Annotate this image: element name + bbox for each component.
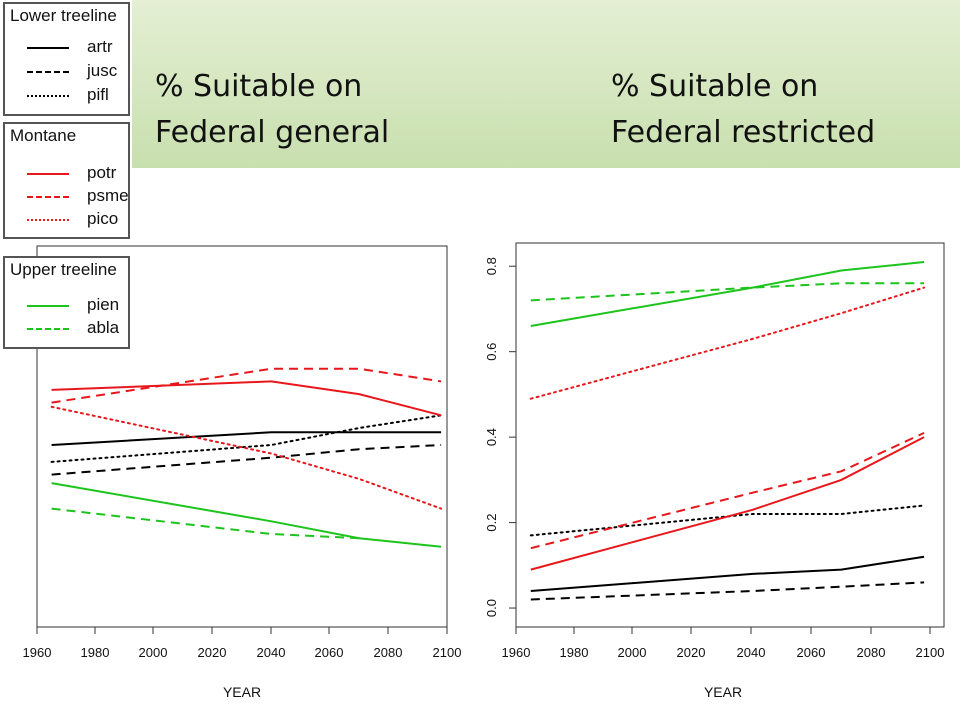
y-tick-label: 0.4	[484, 428, 499, 446]
x-tick-label: 2000	[618, 645, 647, 660]
x-tick-label: 2060	[797, 645, 826, 660]
x-tick-label: 2100	[916, 645, 945, 660]
legend-label: potr	[87, 163, 117, 182]
legend-label: pifl	[87, 85, 109, 104]
series-line-pico	[529, 286, 926, 400]
legend-item-artr: artr	[5, 36, 128, 58]
legend-montane: Montane potr psme pico	[3, 122, 130, 239]
legend-swatch	[27, 305, 69, 307]
legend-label: psme	[87, 186, 129, 205]
series-line-abla	[51, 507, 360, 540]
x-tick-label: 1980	[81, 645, 110, 660]
x-tick-label: 2080	[857, 645, 886, 660]
legend-label: abla	[87, 318, 120, 337]
plot-frame	[515, 242, 945, 628]
legend-item-pico: pico	[5, 208, 128, 230]
series-line-potr	[51, 380, 442, 417]
legend-item-jusc: jusc	[5, 60, 128, 82]
legend-title: Montane	[10, 126, 77, 145]
legend-item-potr: potr	[5, 162, 128, 184]
series-line-psme	[51, 367, 442, 404]
y-tick-label: 0.8	[484, 257, 499, 275]
legend-label: artr	[87, 37, 113, 56]
legend-swatch	[27, 219, 69, 221]
x-tick-label: 2040	[737, 645, 766, 660]
series-line-pifl	[529, 504, 926, 537]
legend-swatch	[27, 173, 69, 175]
x-tick-label: 1960	[502, 645, 531, 660]
legend-label: pico	[87, 209, 119, 228]
y-tick-label: 0.2	[484, 514, 499, 532]
legend-item-pifl: pifl	[5, 84, 128, 106]
series-line-artr	[51, 431, 442, 446]
x-axis-label: YEAR	[704, 684, 742, 700]
x-tick-label: 2080	[374, 645, 403, 660]
series-line-pico	[50, 405, 443, 510]
x-tick-label: 2060	[315, 645, 344, 660]
x-tick-label: 2020	[198, 645, 227, 660]
x-tick-label: 2100	[433, 645, 462, 660]
y-tick-label: 0.0	[484, 599, 499, 617]
right-panel-title: % Suitable on Federal restricted	[611, 69, 876, 150]
legend-swatch	[27, 95, 69, 97]
series-line-pien	[51, 482, 442, 548]
plot-frame	[36, 245, 448, 628]
legend-title: Lower treeline	[10, 6, 117, 25]
legend-swatch	[27, 328, 69, 330]
series-line-jusc	[51, 444, 442, 476]
legend-swatch	[27, 196, 69, 198]
legend-label: pien	[87, 295, 120, 314]
legend-item-abla: abla	[5, 317, 128, 339]
legend-title: Upper treeline	[10, 260, 117, 279]
x-tick-label: 2040	[257, 645, 286, 660]
left-panel-title: % Suitable on Federal general	[155, 69, 390, 150]
legend-label: jusc	[87, 61, 118, 80]
title-banner	[132, 0, 960, 168]
x-tick-label: 2020	[677, 645, 706, 660]
chart-federal-general: 1960 1980 2000 2020 2040 2060 2080 2100 YEAR	[23, 245, 462, 700]
y-tick-label: 0.6	[484, 343, 499, 361]
legend-swatch	[27, 47, 69, 49]
series-line-artr	[530, 555, 925, 592]
legend-upper-treeline: Upper treeline pien abla	[3, 256, 130, 349]
chart-federal-restricted: 1960 1980 2000 2020 2040 2060 2080 2100 0.0 0.2 0.…	[484, 242, 945, 700]
legend-item-psme: psme	[5, 185, 129, 207]
series-line-pien	[530, 261, 925, 327]
x-tick-label: 1960	[23, 645, 52, 660]
legend-swatch	[27, 71, 69, 73]
series-line-jusc	[530, 581, 925, 601]
x-axis-label: YEAR	[223, 684, 261, 700]
legend-lower-treeline: Lower treeline artr jusc pifl	[3, 2, 130, 116]
series-line-psme	[530, 431, 925, 550]
legend-item-pien: pien	[5, 294, 128, 316]
series-line-potr	[530, 436, 925, 571]
x-tick-label: 1980	[560, 645, 589, 660]
series-line-abla	[530, 282, 925, 302]
series-line-pifl	[50, 414, 443, 463]
x-tick-label: 2000	[139, 645, 168, 660]
